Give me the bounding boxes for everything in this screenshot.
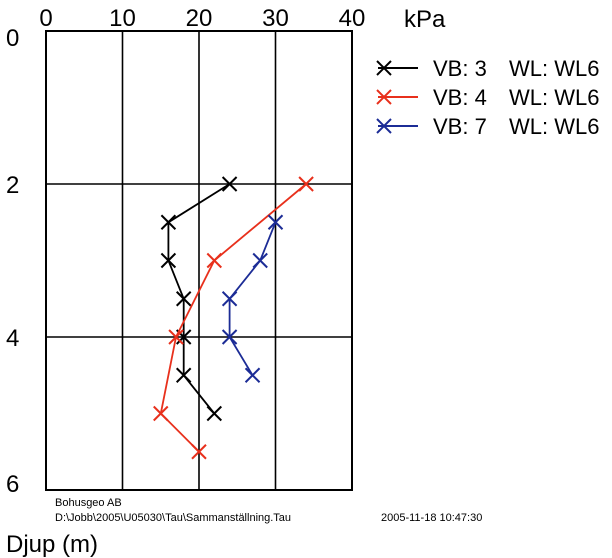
footer-timestamp: 2005-11-18 10:47:30 [381, 512, 482, 524]
legend-marker [376, 89, 392, 105]
grid [46, 31, 352, 490]
y-tick-label: 2 [6, 172, 19, 199]
y-tick-label: 4 [6, 325, 19, 352]
y-tick-label: 0 [6, 25, 19, 52]
data-point [252, 252, 268, 269]
legend-item: VB: 7 WL: WL6 [376, 114, 599, 139]
series-2 [153, 176, 314, 460]
data-point [221, 176, 238, 192]
legend-vb-label: VB: 7 [433, 114, 487, 139]
series-line [159, 183, 307, 453]
data-point [191, 444, 207, 460]
x-tick-label: 10 [109, 5, 136, 32]
data-point [206, 252, 223, 269]
data-point [267, 214, 284, 230]
legend-wl-label: WL: WL6 [509, 85, 599, 110]
y-tick-label: 6 [6, 471, 19, 498]
data-point [153, 405, 169, 422]
legend-marker [376, 60, 392, 76]
legend-wl-label: WL: WL6 [509, 114, 599, 139]
x-axis-unit: kPa [404, 6, 446, 33]
legend-vb-label: VB: 3 [433, 56, 487, 81]
data-point [168, 329, 184, 345]
y-tick-labels: 0 2 4 6 [6, 25, 19, 498]
legend-item: VB: 3 WL: WL6 [376, 56, 599, 81]
x-tick-label: 40 [339, 5, 366, 32]
data-point [221, 291, 238, 307]
series-line [228, 221, 277, 376]
plot-frame [45, 30, 353, 491]
x-tick-label: 20 [186, 5, 213, 32]
data-point [175, 291, 192, 307]
x-tick-label: 30 [262, 5, 289, 32]
y-axis-label: Djup (m) [6, 531, 98, 558]
data-point [160, 214, 177, 230]
x-tick-labels: 0 10 20 30 40 [39, 5, 365, 32]
data-point [298, 176, 314, 192]
data-point [206, 405, 223, 422]
footer-path: D:\Jobb\2005\U05030\Tau\Sammanställning.… [55, 512, 291, 524]
legend-item: VB: 4 WL: WL6 [376, 85, 599, 110]
legend: VB: 3 WL: WL6 VB: 4 WL: WL6 VB: 7 WL: WL6 [376, 56, 599, 139]
series-1 [160, 176, 238, 422]
data-point [221, 329, 238, 345]
data-point [244, 367, 261, 383]
legend-marker [376, 118, 392, 134]
data-point [175, 367, 192, 383]
legend-vb-label: VB: 4 [433, 85, 487, 110]
series-3 [221, 214, 284, 383]
legend-wl-label: WL: WL6 [509, 56, 599, 81]
x-tick-label: 0 [39, 5, 52, 32]
data-point [160, 252, 177, 269]
footer-company: Bohusgeo AB [55, 497, 122, 509]
series-group [153, 176, 314, 460]
